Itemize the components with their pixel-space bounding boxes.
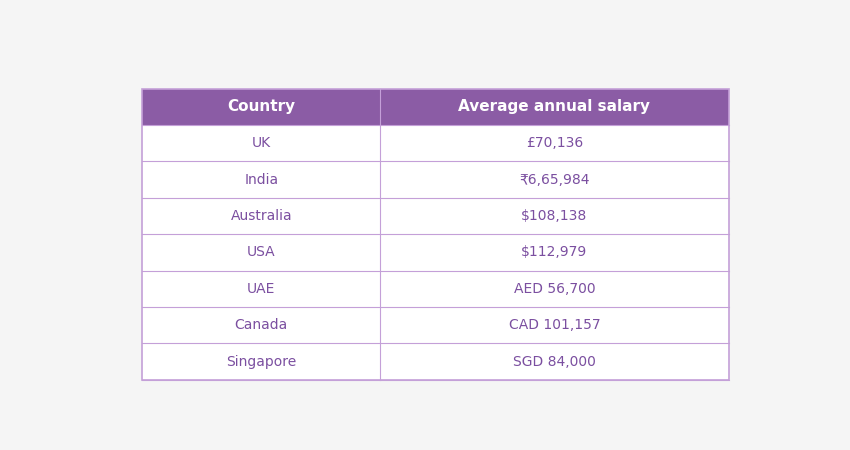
Bar: [380, 343, 728, 380]
Bar: [143, 343, 380, 380]
Text: Average annual salary: Average annual salary: [458, 99, 650, 114]
Text: £70,136: £70,136: [525, 136, 583, 150]
Bar: [143, 234, 380, 270]
Text: Canada: Canada: [235, 318, 288, 332]
Bar: [380, 270, 728, 307]
Bar: [143, 162, 380, 198]
Bar: [143, 89, 380, 125]
Text: Country: Country: [227, 99, 295, 114]
Bar: [380, 234, 728, 270]
Text: AED 56,700: AED 56,700: [513, 282, 595, 296]
Text: $108,138: $108,138: [521, 209, 587, 223]
Text: UAE: UAE: [247, 282, 275, 296]
Text: ₹6,65,984: ₹6,65,984: [519, 173, 590, 187]
Text: UK: UK: [252, 136, 271, 150]
Text: SGD 84,000: SGD 84,000: [513, 355, 596, 369]
Text: India: India: [244, 173, 278, 187]
Bar: [380, 125, 728, 162]
Bar: [143, 307, 380, 343]
Bar: [380, 307, 728, 343]
Text: USA: USA: [246, 245, 275, 259]
Text: Australia: Australia: [230, 209, 292, 223]
Text: Singapore: Singapore: [226, 355, 297, 369]
Bar: [143, 270, 380, 307]
Text: $112,979: $112,979: [521, 245, 587, 259]
Bar: [143, 198, 380, 234]
Bar: [143, 125, 380, 162]
Bar: [380, 198, 728, 234]
Bar: [380, 89, 728, 125]
Bar: [143, 89, 728, 380]
Text: CAD 101,157: CAD 101,157: [508, 318, 600, 332]
Bar: [380, 162, 728, 198]
